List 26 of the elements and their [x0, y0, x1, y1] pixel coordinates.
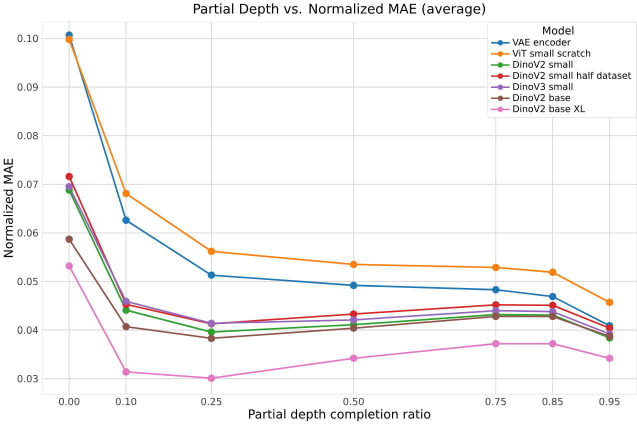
y-tick-label: 0.10	[18, 34, 38, 42]
legend-label: DinoV2 small	[513, 60, 572, 68]
x-tick-label: 0.10	[116, 398, 136, 405]
legend-title: Model	[543, 26, 574, 34]
x-tick-label: 0.85	[542, 398, 563, 405]
legend-label: ViT small scratch	[512, 49, 590, 57]
y-tick-label: 0.09	[18, 83, 38, 91]
legend-label: DinoV2 base XL	[513, 104, 585, 112]
legend-label: DinoV2 small half dataset	[513, 72, 632, 79]
x-axis-title: Partial depth completion ratio	[249, 408, 430, 421]
y-tick-label: 0.07	[18, 180, 38, 188]
x-tick-label: 0.25	[201, 398, 222, 405]
x-tick-label: 0.00	[59, 398, 80, 405]
legend-label: VAE encoder	[512, 38, 571, 46]
y-tick-label: 0.06	[18, 228, 38, 236]
x-tick-label: 0.75	[486, 398, 506, 405]
x-tick-label: 0.50	[343, 398, 364, 405]
y-tick-label: 0.04	[18, 326, 38, 334]
legend-label: DinoV2 base	[513, 94, 570, 101]
legend-label: DinoV3 small	[513, 82, 572, 90]
chart-title: Partial Depth vs. Normalized MAE (average)	[194, 3, 486, 16]
y-tick-label: 0.03	[18, 374, 38, 382]
y-axis-title: Normalized MAE	[3, 158, 13, 257]
y-tick-label: 0.08	[18, 132, 38, 140]
y-tick-label: 0.05	[18, 278, 38, 285]
x-tick-label: 0.95	[599, 398, 620, 405]
